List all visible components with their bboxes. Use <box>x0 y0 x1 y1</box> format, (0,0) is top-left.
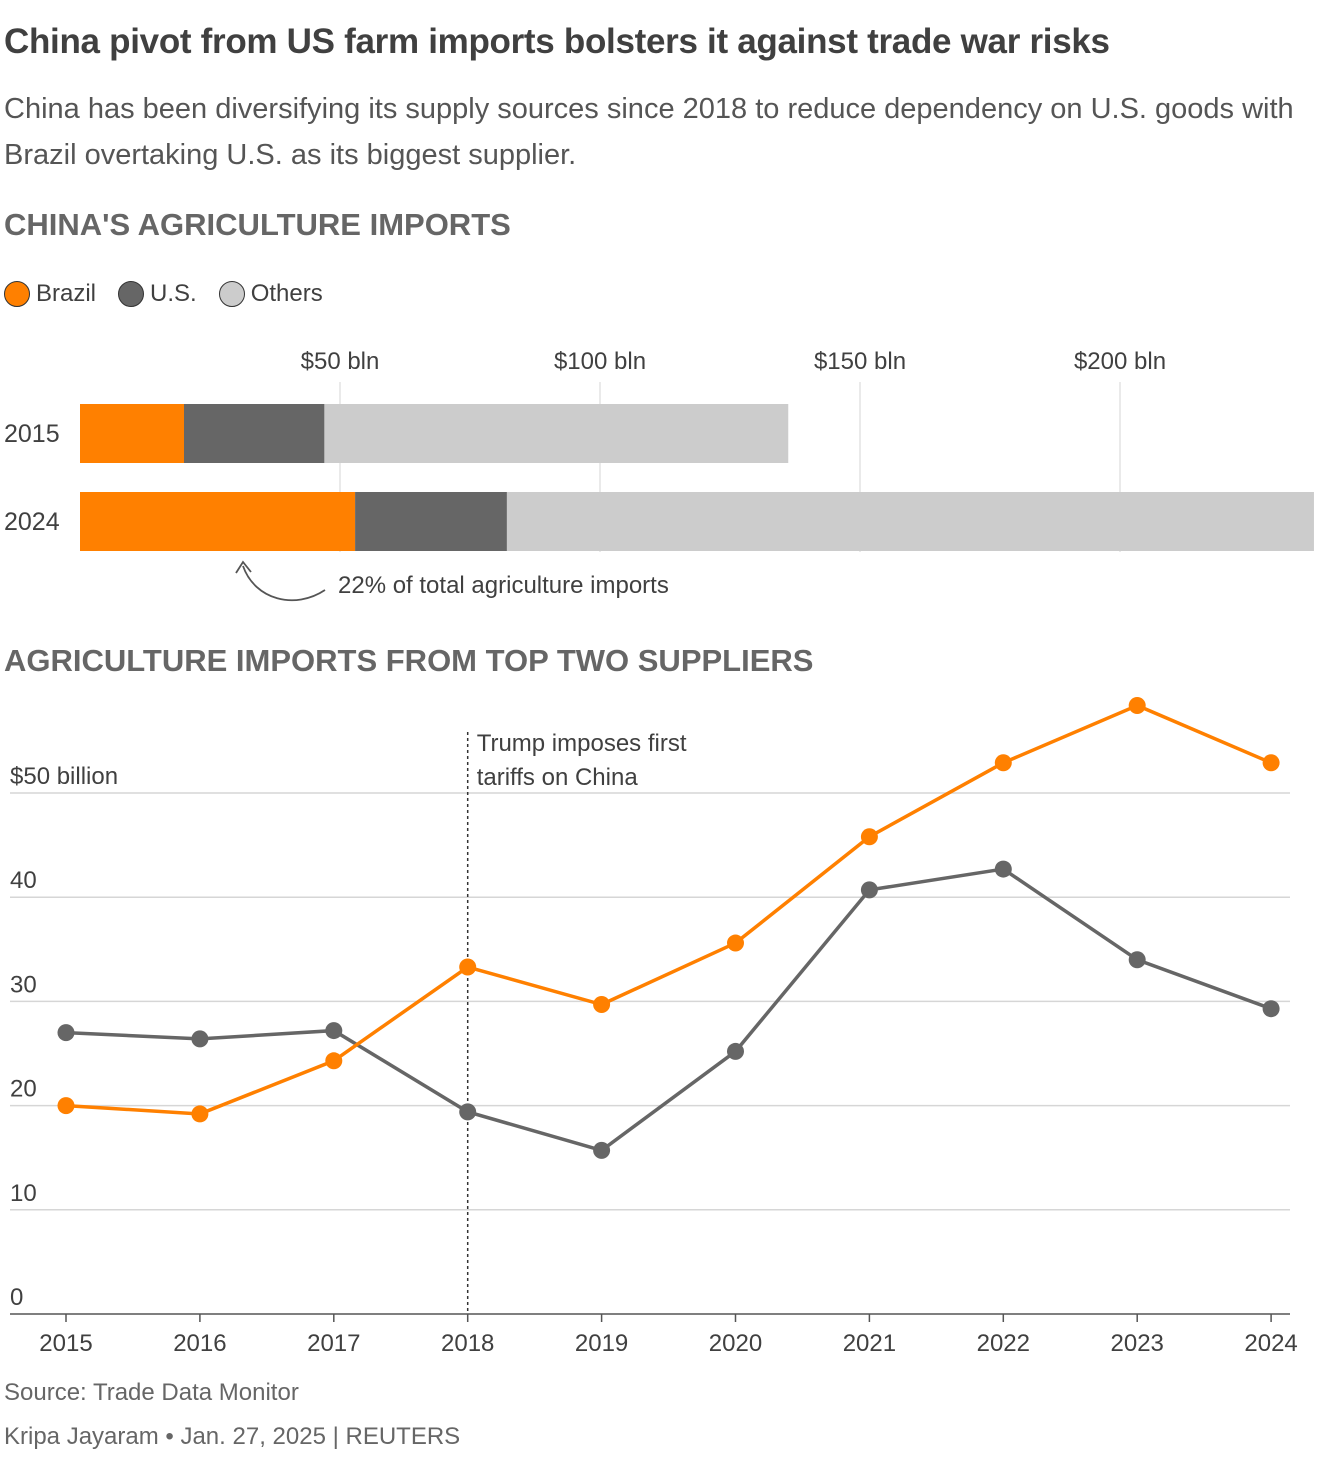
category-label: 2024 <box>4 508 60 536</box>
arrow-head-icon <box>235 560 252 574</box>
data-point-brazil <box>57 1097 75 1115</box>
x-tick-label: 2022 <box>977 1330 1030 1357</box>
x-tick-label: $150 bln <box>814 348 906 375</box>
y-tick-label: 10 <box>10 1180 37 1207</box>
annotation-arrow <box>242 565 326 602</box>
data-point-brazil <box>727 934 744 952</box>
legend-swatch <box>4 281 30 307</box>
y-tick-label: 20 <box>10 1076 37 1103</box>
chart-title: China pivot from US farm imports bolster… <box>4 22 1110 61</box>
legend-item-others: Others <box>218 280 323 308</box>
legend-swatch <box>118 281 145 307</box>
legend-label: Others <box>250 280 323 307</box>
data-point-brazil <box>459 958 477 976</box>
data-point-us <box>191 1030 209 1048</box>
series-line-brazil <box>65 703 1272 1116</box>
y-tick-label: 0 <box>10 1284 23 1311</box>
x-tick-label: 2015 <box>39 1330 92 1357</box>
event-label: Trump imposes first <box>477 730 687 757</box>
data-point-brazil <box>191 1105 209 1123</box>
x-tick-label: $200 bln <box>1074 348 1166 375</box>
y-tick-label: 40 <box>10 867 37 894</box>
data-point-us <box>994 860 1012 878</box>
data-point-brazil <box>325 1052 343 1070</box>
data-point-us <box>325 1022 343 1040</box>
x-tick-label: 2016 <box>173 1330 226 1357</box>
legend-swatch <box>218 281 245 307</box>
data-point-us <box>860 881 878 899</box>
data-point-brazil <box>860 828 878 846</box>
legend: Brazil U.S. Others <box>4 280 345 308</box>
data-point-us <box>593 1141 611 1159</box>
event-label: tariffs on China <box>477 764 639 791</box>
y-tick-label: 30 <box>10 971 37 998</box>
bar-segment-us <box>355 492 507 551</box>
x-tick-label: 2017 <box>307 1330 360 1357</box>
data-point-brazil <box>994 754 1012 772</box>
data-point-brazil <box>1128 696 1146 714</box>
x-tick-label: 2018 <box>441 1330 494 1357</box>
bar-chart-title: CHINA'S AGRICULTURE IMPORTS <box>4 207 511 242</box>
data-point-brazil <box>593 996 611 1014</box>
series-line-us <box>65 867 1272 1153</box>
bar-segment-brazil <box>80 492 356 551</box>
y-tick-label: $50 billion <box>10 763 118 790</box>
data-point-us <box>727 1042 744 1060</box>
x-tick-label: 2020 <box>709 1330 762 1357</box>
credit-line: Kripa Jayaram • Jan. 27, 2025 | REUTERS <box>4 1423 461 1450</box>
data-point-brazil <box>1262 754 1280 772</box>
data-point-us <box>57 1024 75 1042</box>
legend-item-us: U.S. <box>118 280 197 308</box>
x-tick-label: $100 bln <box>554 348 646 375</box>
x-tick-label: 2024 <box>1244 1330 1297 1357</box>
line-chart-title: AGRICULTURE IMPORTS FROM TOP TWO SUPPLIE… <box>4 643 814 678</box>
data-point-us <box>1128 951 1146 969</box>
data-point-us <box>459 1103 477 1121</box>
x-tick-label: 2021 <box>843 1330 896 1357</box>
chart-subtitle: China has been diversifying its supply s… <box>4 93 1294 171</box>
bar-segment-brazil <box>80 404 184 463</box>
legend-item-brazil: Brazil <box>4 280 96 308</box>
category-label: 2015 <box>4 420 60 448</box>
bar-annotation: 22% of total agriculture imports <box>338 572 669 599</box>
x-tick-label: $50 bln <box>301 348 380 375</box>
data-point-us <box>1262 1000 1280 1018</box>
bar-segment-others <box>324 404 789 463</box>
x-tick-label: 2019 <box>575 1330 628 1357</box>
source-note: Source: Trade Data Monitor <box>4 1379 299 1406</box>
bar-segment-others <box>506 492 1314 551</box>
bar-segment-us <box>184 404 325 463</box>
x-tick-label: 2023 <box>1111 1330 1164 1357</box>
legend-label: U.S. <box>150 280 197 307</box>
legend-label: Brazil <box>36 280 97 307</box>
